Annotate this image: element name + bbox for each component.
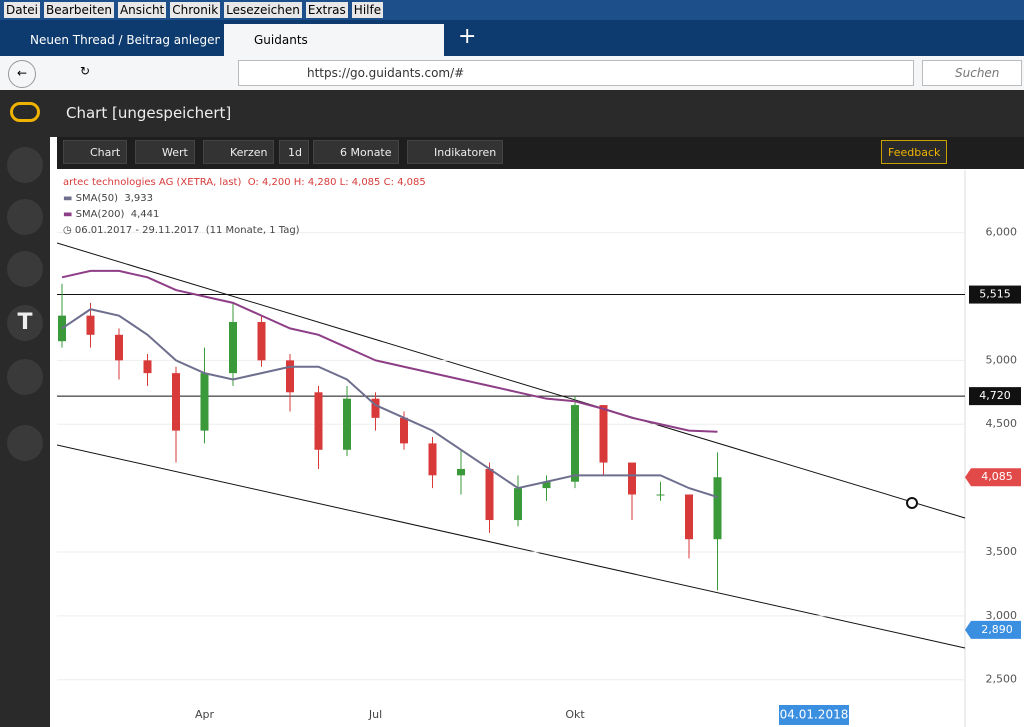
y-tick-label: 4,500: [986, 417, 1018, 430]
menu-bar: Datei Bearbeiten Ansicht Chronik Lesezeichen…: [0, 0, 1024, 20]
toolbar-button[interactable]: Wert: [135, 140, 195, 164]
menu-item[interactable]: Chronik: [170, 2, 221, 18]
nav-bar: ← ↻ https://go.guidants.com/# Suchen: [0, 56, 1024, 91]
tool-icon[interactable]: [7, 359, 43, 395]
candle-body: [571, 405, 579, 482]
tab-bar: Neuen Thread / Beitrag anlegen Guidants …: [0, 20, 1024, 56]
candle-body: [514, 488, 522, 521]
candle-body: [286, 360, 294, 393]
tab[interactable]: Neuen Thread / Beitrag anlegen: [0, 24, 220, 56]
y-tick-label: 5,000: [986, 353, 1018, 366]
toolbar-button[interactable]: 6 Monate: [313, 140, 399, 164]
candle-body: [628, 462, 636, 495]
chart: 04.01.2018 6,000 5,000 4,500 3,500 3,000 2,50…: [57, 170, 1024, 727]
chart-toolbar: Chart Wert Kerzen 1d 6 Monate Indikatore…: [57, 137, 1024, 169]
candle-body: [172, 373, 180, 431]
menu-item[interactable]: Extras: [305, 2, 348, 18]
new-tab[interactable]: +: [458, 24, 477, 49]
last-price-tag: [965, 468, 1021, 487]
candle-body: [58, 315, 66, 342]
legend-text: 3,933: [124, 193, 153, 204]
candle-body: [314, 392, 323, 450]
level-label: 5,515: [979, 288, 1011, 301]
toolbar-button[interactable]: Indikatoren: [407, 140, 504, 164]
legend-row: ▬ SMA(200) 4,441: [63, 209, 160, 220]
x-tick-label: Jul: [368, 708, 382, 721]
last-price-label: 4,085: [981, 470, 1013, 483]
level-tag: [969, 387, 1021, 406]
x-tick-label: Apr: [195, 708, 215, 721]
legend-text: artec technologies AG (XETRA, last): [63, 177, 242, 188]
trend-line: [57, 242, 966, 519]
legend-text: 06.01.2017 - 29.11.2017: [74, 225, 200, 236]
candle-body: [229, 322, 237, 374]
price-axis: [965, 170, 1024, 727]
legend-text: O: 4,200 H: 4,280 L: 4,085 C: 4,085: [247, 177, 426, 188]
toolbar-button[interactable]: Kerzen: [203, 140, 275, 164]
candle-body: [457, 468, 465, 476]
toolbar-button[interactable]: 1d: [279, 140, 309, 164]
trend-price-tag: [965, 620, 1021, 639]
y-tick-label: 3,000: [986, 609, 1018, 622]
menu-item[interactable]: Datei: [4, 2, 41, 18]
candle-body: [257, 322, 266, 361]
logo: [10, 102, 40, 122]
legend-row: ▬ SMA(50) 3,933: [63, 193, 153, 204]
candle-body: [86, 315, 95, 335]
reload-button[interactable]: ↻: [80, 64, 91, 78]
legend-text: 4,441: [130, 209, 160, 220]
legend-row: artec technologies AG (XETRA, last) O: 4…: [63, 175, 426, 191]
cursor-date-box: [779, 705, 849, 725]
level-label: 4,720: [979, 389, 1011, 402]
trend-price-label: 2,890: [981, 623, 1013, 636]
menu-item[interactable]: Ansicht: [117, 2, 167, 18]
chart-legend: artec technologies AG (XETRA, last) O: 4…: [63, 175, 426, 239]
menu-item[interactable]: Bearbeiten: [44, 2, 114, 18]
menu-item[interactable]: Lesezeichen: [224, 2, 302, 18]
tool-icon[interactable]: [7, 147, 43, 183]
tool-icon[interactable]: T: [7, 305, 43, 341]
legend-text: (11 Monate, 1 Tag): [205, 225, 300, 236]
candle-body: [542, 481, 551, 489]
app-title: Chart [ungespeichert]: [66, 104, 232, 122]
candle-body: [656, 494, 665, 496]
trend-line: [57, 444, 966, 649]
candle-body: [343, 398, 351, 450]
y-tick-label: 6,000: [986, 226, 1018, 239]
candle-body: [428, 443, 437, 476]
level-tag: [969, 285, 1021, 304]
legend-row: ◷ 06.01.2017 - 29.11.2017 (11 Monate, 1 …: [63, 225, 300, 236]
feedback-button[interactable]: Feedback: [881, 140, 948, 164]
trend-handle[interactable]: [906, 497, 918, 509]
tool-icon[interactable]: [7, 199, 43, 235]
tool-icon[interactable]: [7, 425, 43, 461]
y-tick-label: 2,500: [986, 673, 1018, 686]
back-button[interactable]: ←: [8, 60, 36, 88]
search-box[interactable]: Suchen: [922, 60, 1022, 86]
candle-body: [115, 334, 123, 361]
candle-body: [371, 398, 380, 418]
candle-body: [599, 405, 608, 463]
y-tick-label: 3,500: [986, 545, 1018, 558]
app-header: Chart [ungespeichert]: [0, 90, 1024, 137]
sma-line: [61, 308, 718, 499]
legend-text: SMA(50): [75, 193, 118, 204]
tool-icon[interactable]: [7, 251, 43, 287]
candle-body: [685, 494, 693, 540]
candle-body: [143, 360, 152, 374]
candle-body: [200, 373, 209, 431]
candle-body: [485, 468, 494, 521]
candle-body: [400, 417, 408, 444]
x-tick-label: Okt: [565, 708, 585, 721]
candle-body: [713, 477, 722, 540]
sidebar: T: [0, 137, 50, 727]
sma-line: [61, 269, 718, 433]
menu-item[interactable]: Hilfe: [351, 2, 384, 18]
tab[interactable]: Guidants: [224, 24, 444, 56]
cursor-date: 04.01.2018: [780, 708, 849, 722]
toolbar-button[interactable]: Chart: [63, 140, 128, 164]
legend-text: SMA(200): [75, 209, 125, 220]
url-bar[interactable]: https://go.guidants.com/#: [238, 60, 914, 86]
